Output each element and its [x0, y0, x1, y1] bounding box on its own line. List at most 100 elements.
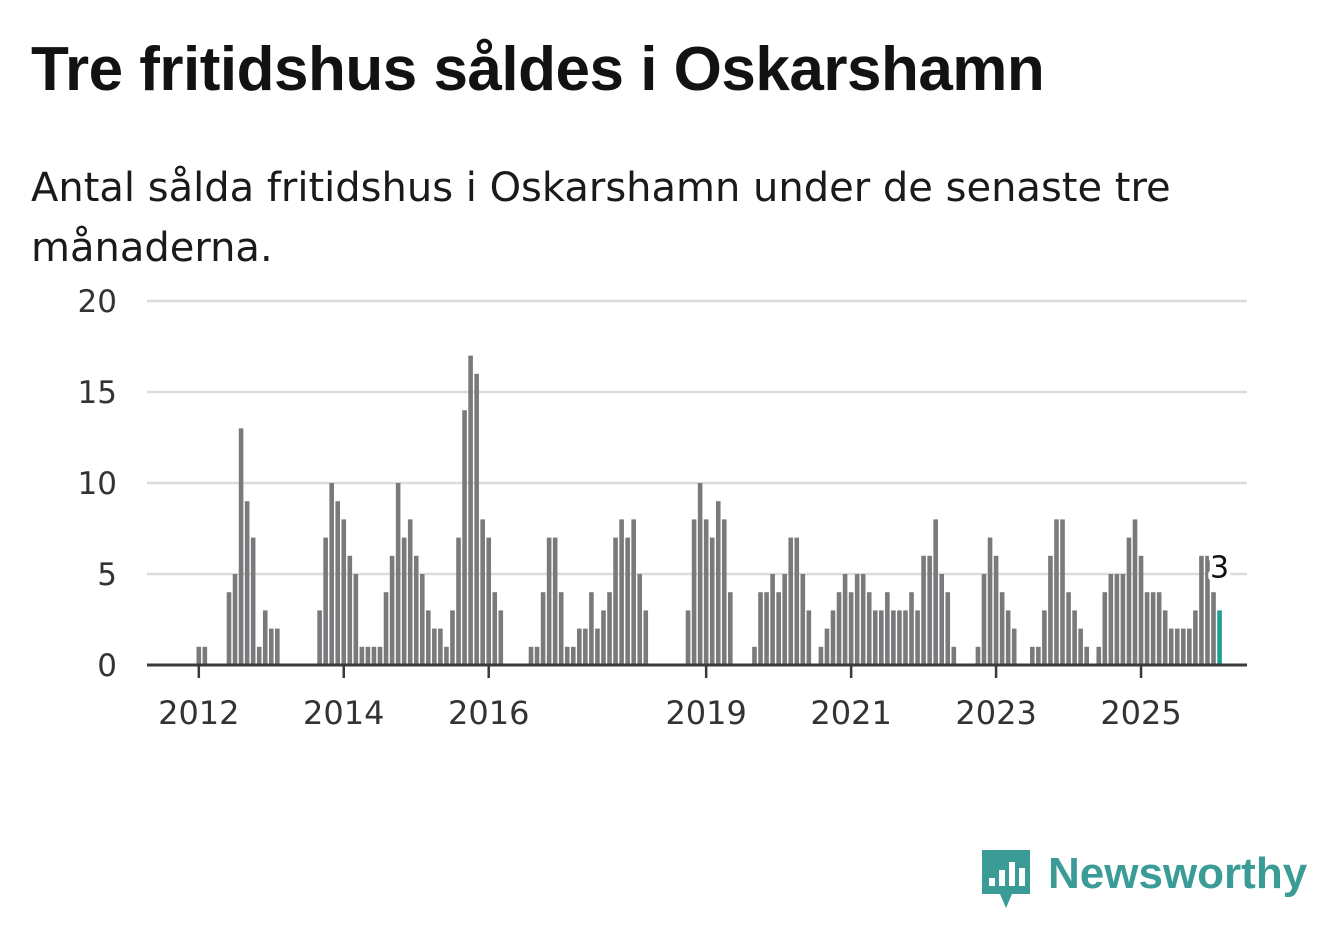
bar	[860, 574, 866, 665]
bar	[395, 483, 401, 665]
bar	[891, 610, 896, 665]
bar	[444, 646, 449, 665]
bar	[1162, 610, 1168, 665]
bar	[842, 574, 848, 665]
bar	[1011, 628, 1017, 665]
bar	[256, 646, 262, 665]
bar	[359, 646, 365, 665]
bar	[371, 646, 377, 665]
bar	[643, 610, 649, 665]
bar	[691, 519, 697, 665]
bar	[1187, 628, 1192, 665]
bar	[389, 555, 395, 665]
bar	[848, 592, 854, 665]
bar	[268, 628, 274, 665]
y-tick-label: 10	[78, 466, 117, 502]
bar	[419, 574, 425, 665]
bar	[383, 592, 389, 665]
x-tick-label: 2025	[1100, 694, 1181, 732]
bar	[275, 628, 280, 665]
bar	[824, 628, 830, 665]
bar	[540, 592, 546, 665]
bar	[728, 592, 733, 665]
bar	[764, 592, 769, 665]
bar	[1066, 592, 1071, 665]
grid-lines	[147, 299, 1247, 576]
bar	[981, 574, 987, 665]
bar	[432, 628, 437, 665]
bar	[438, 628, 443, 665]
brand-name: Newsworthy	[1048, 849, 1308, 898]
bar	[353, 574, 359, 665]
bar	[1138, 555, 1144, 665]
bar	[552, 537, 558, 665]
bar	[613, 537, 618, 665]
bar	[1174, 628, 1180, 665]
bar	[975, 646, 981, 665]
bar	[250, 537, 256, 665]
bar	[196, 646, 202, 665]
bar	[1193, 610, 1198, 665]
bar	[480, 519, 485, 665]
bar	[492, 592, 498, 665]
bar	[564, 646, 570, 665]
bar	[583, 628, 588, 665]
x-tick-label: 2019	[665, 694, 746, 732]
bar	[758, 592, 763, 665]
bar	[335, 501, 341, 665]
bar	[794, 537, 800, 665]
bar	[329, 483, 334, 665]
bar	[317, 610, 322, 665]
chart-title: Tre fritidshus såldes i Oskarshamn	[31, 35, 1045, 104]
bar	[474, 373, 479, 665]
bar	[1102, 592, 1108, 665]
bar	[903, 610, 908, 665]
bar	[697, 483, 703, 665]
bar	[347, 555, 353, 665]
bar	[909, 592, 914, 665]
bar	[413, 555, 419, 665]
bar	[426, 610, 431, 665]
y-tick-label: 0	[97, 648, 117, 684]
bar	[1084, 646, 1089, 665]
bar-chart: 0 5 10 15 20 2012 2014 2016 2019 2021 2023 2025 3	[78, 284, 1247, 732]
bar	[323, 537, 328, 665]
bar	[770, 574, 775, 665]
bar	[1078, 628, 1083, 665]
bar	[1205, 555, 1210, 665]
bar	[577, 628, 582, 665]
bar	[927, 555, 932, 665]
y-tick-label: 20	[78, 284, 117, 320]
bar	[879, 610, 884, 665]
x-tick-label: 2023	[955, 694, 1036, 732]
bar	[866, 592, 872, 665]
bar	[885, 592, 890, 665]
bar	[752, 646, 757, 665]
bar	[631, 519, 636, 665]
bar	[1030, 646, 1035, 665]
highlight-label-group: 3	[1206, 546, 1233, 589]
bar	[1042, 610, 1047, 665]
bar	[709, 537, 715, 665]
bar	[450, 610, 455, 665]
bar	[637, 574, 643, 665]
bar	[1132, 519, 1138, 665]
bar	[854, 574, 860, 665]
bar	[407, 519, 413, 665]
bar	[534, 646, 540, 665]
y-tick-label: 15	[78, 375, 117, 411]
bar	[601, 610, 606, 665]
bar	[897, 610, 902, 665]
bar	[721, 519, 727, 665]
bar	[951, 646, 957, 665]
bar	[987, 537, 993, 665]
x-tick-label: 2016	[448, 694, 529, 732]
bar	[377, 646, 383, 665]
bar	[1072, 610, 1077, 665]
bar	[238, 428, 244, 665]
bar	[226, 592, 232, 665]
bar	[498, 610, 504, 665]
bar	[1108, 574, 1114, 665]
bar	[1054, 519, 1059, 665]
bar	[806, 610, 812, 665]
